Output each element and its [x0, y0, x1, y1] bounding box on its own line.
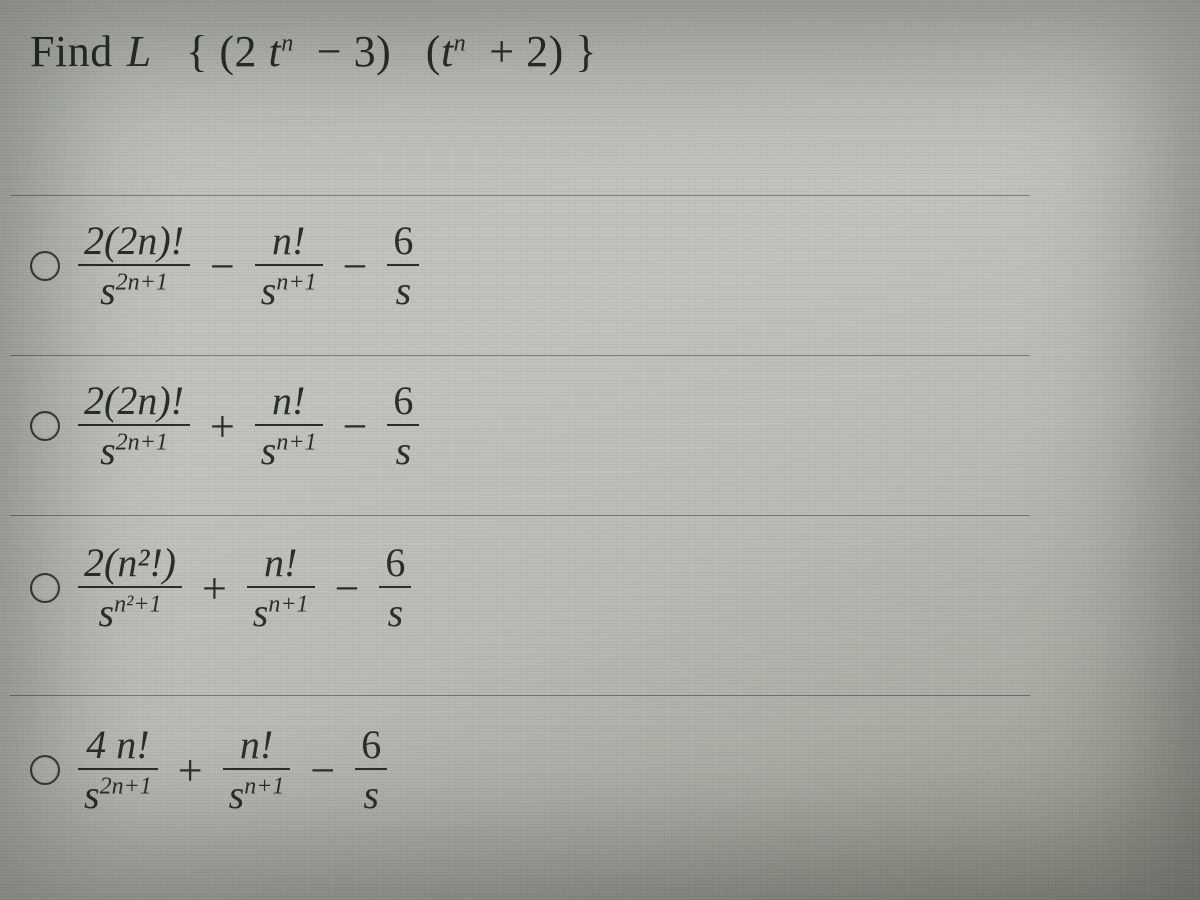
option-b-expression: 2(2n)! s2n+1 + n! sn+1 − 6 s: [78, 380, 419, 472]
two: 2: [234, 27, 257, 76]
option-a-expression: 2(2n)! s2n+1 − n! sn+1 − 6 s: [78, 220, 419, 312]
lparen2: (: [426, 27, 441, 76]
option-d[interactable]: 4 n! s2n+1 + n! sn+1 − 6 s: [30, 724, 387, 816]
minus: [305, 27, 317, 76]
option-b[interactable]: 2(2n)! s2n+1 + n! sn+1 − 6 s: [30, 380, 419, 472]
exp1: n: [281, 29, 294, 56]
open-brace: {: [186, 27, 208, 76]
three: 3: [354, 27, 377, 76]
fraction: 2(2n)! s2n+1: [78, 380, 190, 472]
rparen1: ): [376, 27, 391, 76]
lparen1: (: [219, 27, 234, 76]
fraction: n! sn+1: [255, 220, 323, 312]
exp2: n: [454, 29, 467, 56]
question-prompt: Find L { (2 tn − 3) (tn + 2) }: [30, 26, 597, 77]
divider: [10, 515, 1030, 516]
radio-icon[interactable]: [30, 755, 60, 785]
option-c-expression: 2(n²!) sn²+1 + n! sn+1 − 6 s: [78, 542, 411, 634]
prompt-find: Find: [30, 26, 113, 77]
two-b: 2: [526, 27, 549, 76]
fraction: 2(2n)! s2n+1: [78, 220, 190, 312]
divider: [10, 195, 1030, 196]
rparen2: ): [549, 27, 564, 76]
option-c[interactable]: 2(n²!) sn²+1 + n! sn+1 − 6 s: [30, 542, 411, 634]
option-a[interactable]: 2(2n)! s2n+1 − n! sn+1 − 6 s: [30, 220, 419, 312]
radio-icon[interactable]: [30, 573, 60, 603]
fraction: 6 s: [387, 380, 419, 472]
fraction: 6 s: [379, 542, 411, 634]
fraction: n! sn+1: [247, 542, 315, 634]
fraction: 6 s: [355, 724, 387, 816]
close-brace: }: [575, 27, 597, 76]
t2: t: [441, 27, 454, 76]
divider: [10, 355, 1030, 356]
fraction: n! sn+1: [223, 724, 291, 816]
option-d-expression: 4 n! s2n+1 + n! sn+1 − 6 s: [78, 724, 387, 816]
radio-icon[interactable]: [30, 411, 60, 441]
t1: t: [268, 27, 281, 76]
operator-L: L: [127, 27, 152, 76]
radio-icon[interactable]: [30, 251, 60, 281]
divider: [10, 695, 1030, 696]
fraction: 6 s: [387, 220, 419, 312]
fraction: n! sn+1: [255, 380, 323, 472]
fraction: 4 n! s2n+1: [78, 724, 158, 816]
fraction: 2(n²!) sn²+1: [78, 542, 182, 634]
